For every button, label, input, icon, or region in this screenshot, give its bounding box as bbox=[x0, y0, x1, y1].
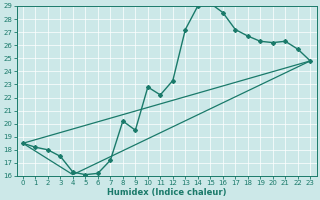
X-axis label: Humidex (Indice chaleur): Humidex (Indice chaleur) bbox=[107, 188, 226, 197]
